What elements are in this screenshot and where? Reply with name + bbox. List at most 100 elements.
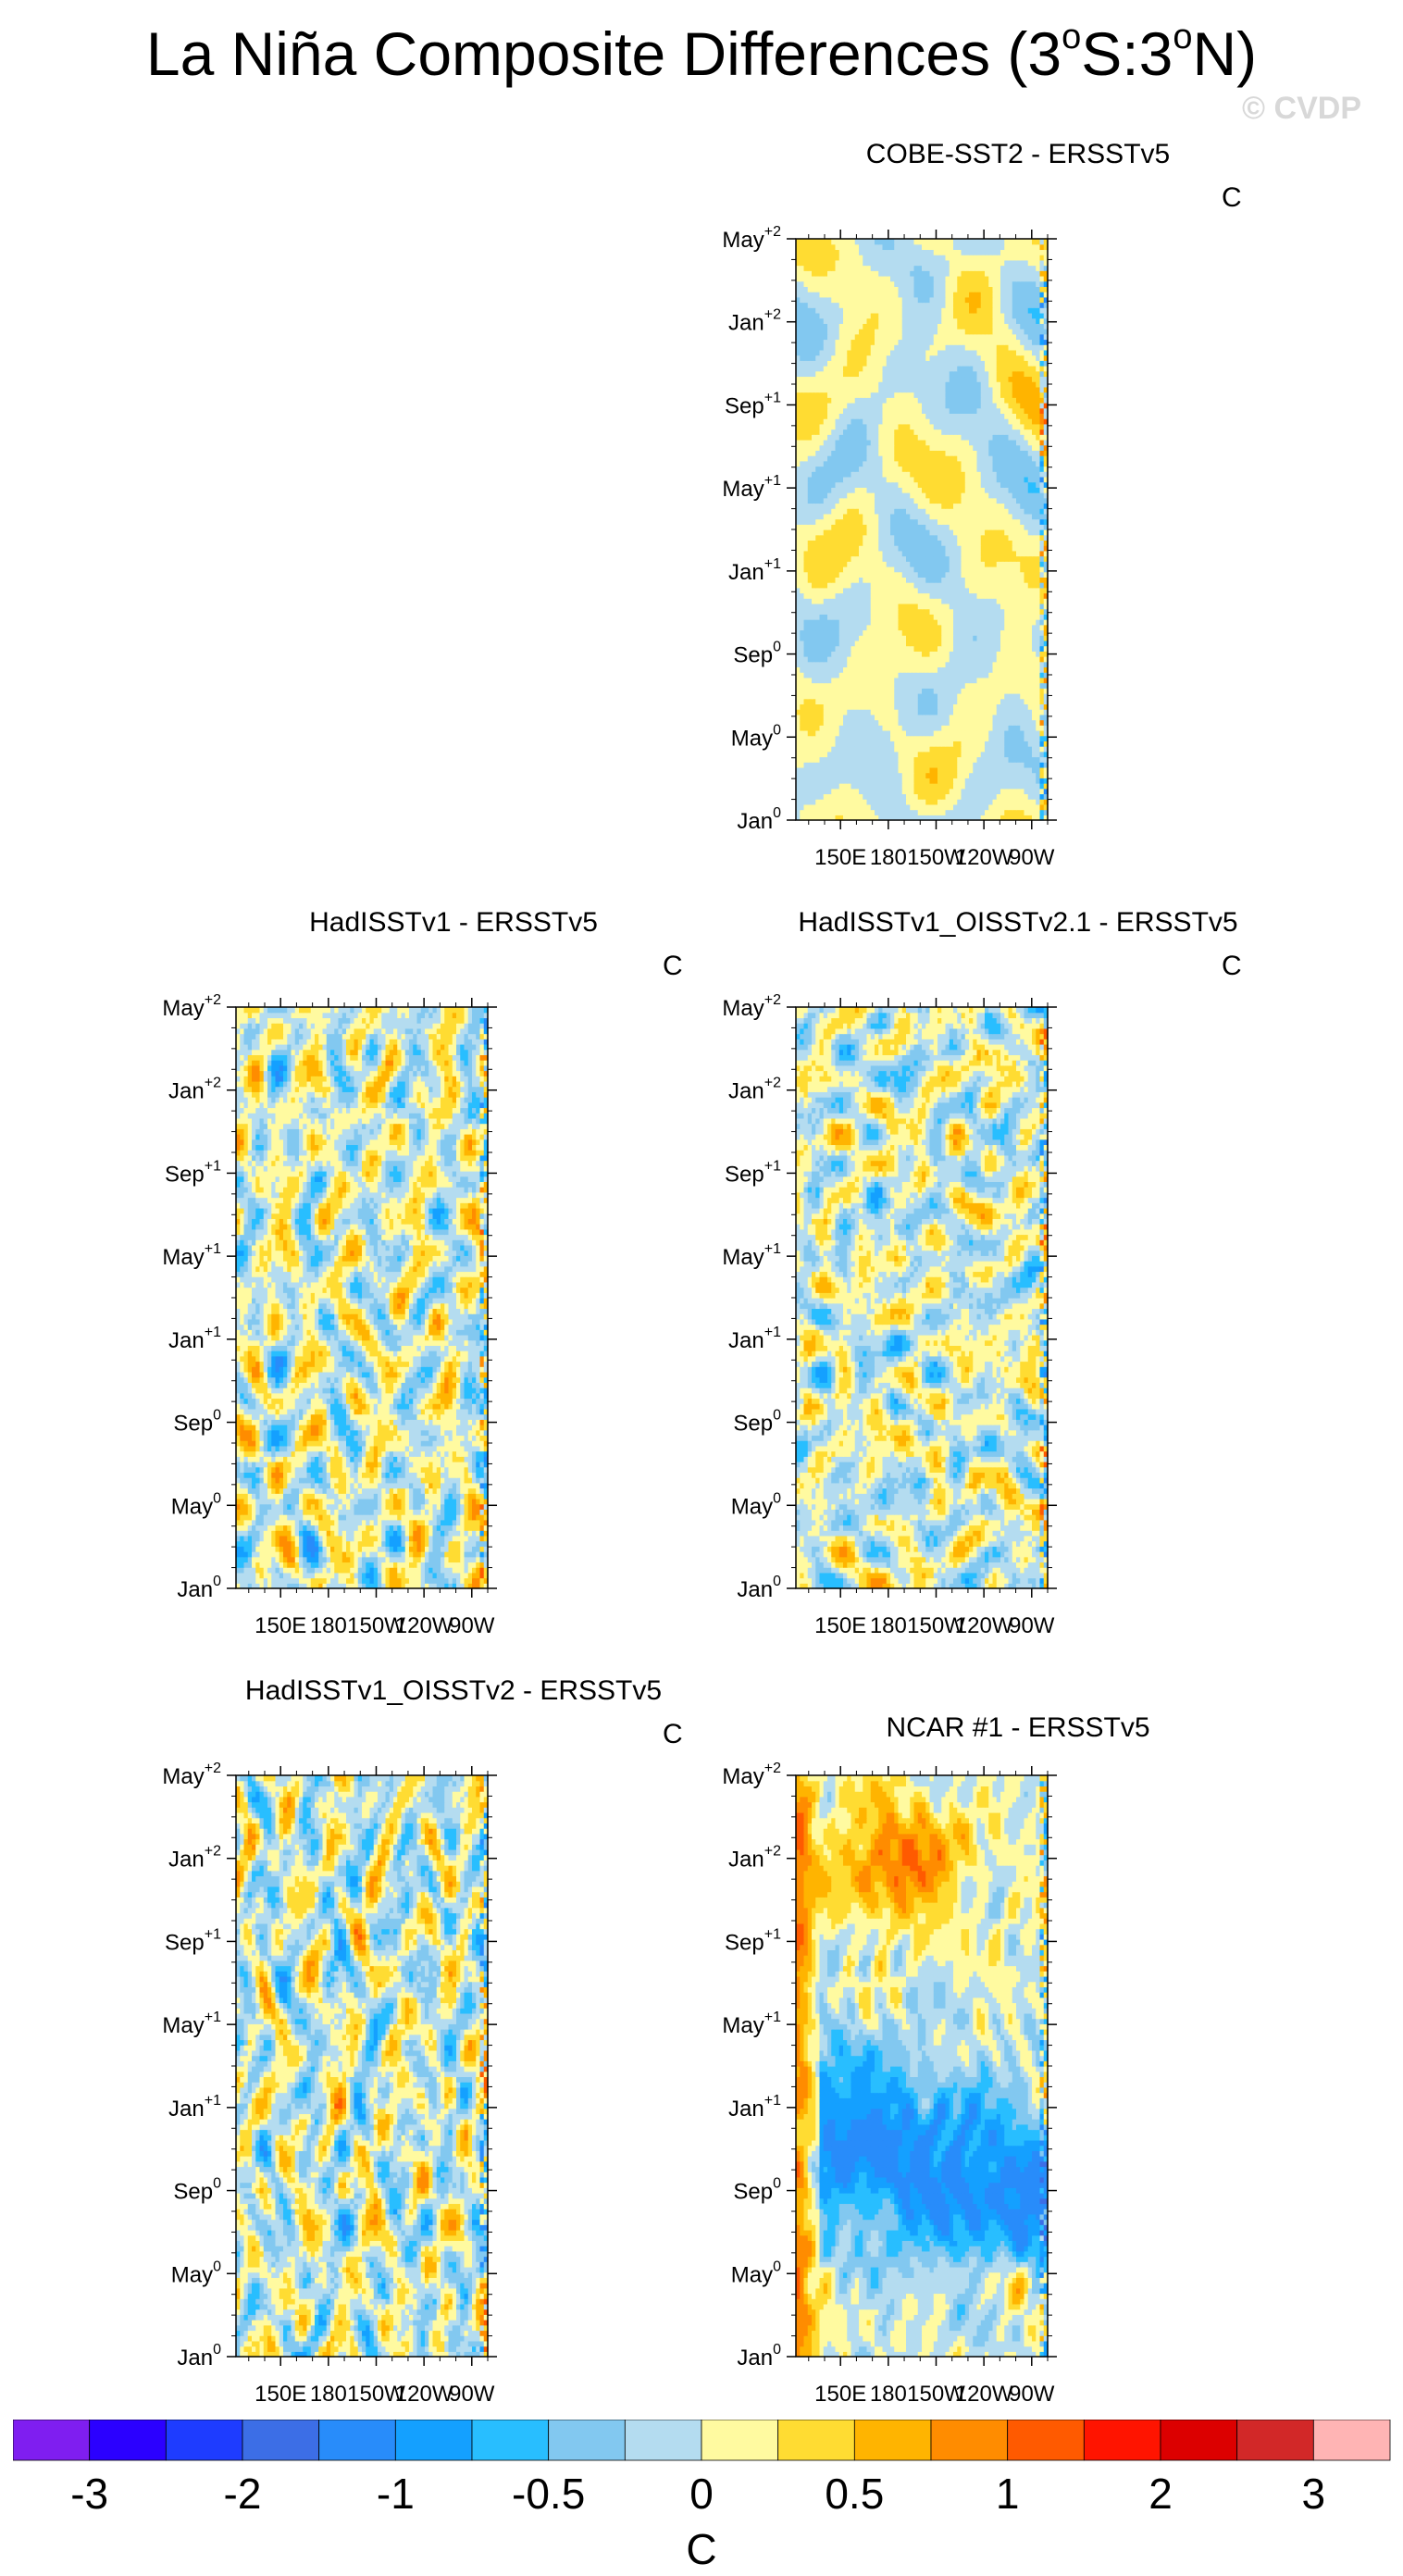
colorbar-box	[242, 2420, 320, 2461]
y-tick-label: May+1	[722, 473, 781, 502]
cvdp-watermark: © CVDP	[1242, 91, 1361, 127]
x-tick-label: 150W	[907, 1613, 965, 1638]
colorbar-box	[165, 2420, 243, 2461]
panel-units-hadisst: C	[663, 951, 683, 982]
main-title: La Niña Composite Differences (3oS:3oN)	[0, 18, 1403, 89]
y-tick-label: Sep0	[733, 640, 781, 668]
colorbar-box	[1007, 2420, 1085, 2461]
y-tick-label: May0	[731, 2259, 781, 2287]
heatmap-cells	[236, 1007, 489, 1589]
x-tick-label: 150E	[814, 845, 866, 870]
y-tick-label: May+1	[722, 2010, 781, 2038]
y-tick-label: Sep0	[733, 2176, 781, 2205]
x-tick-label: 120W	[955, 1613, 1013, 1638]
x-tick-label: 120W	[395, 1613, 453, 1638]
colorbar-box	[548, 2420, 626, 2461]
y-tick-label: May+2	[722, 992, 781, 1021]
y-tick-label: Jan+1	[728, 556, 781, 585]
y-tick-label: Jan+1	[168, 1325, 221, 1353]
y-tick-label: May+1	[162, 1241, 221, 1270]
y-tick-label: Jan+2	[168, 1844, 221, 1873]
y-tick-label: May0	[171, 1490, 221, 1519]
heatmap-panel-cobe: Jan0 May0 Sep0 Jan+1 May+1 Sep+1 Jan+2 May+2 150…	[722, 224, 1057, 870]
panel-title-oisstv2: HadISSTv1_OISSTv2 - ERSSTv5	[208, 1675, 699, 1707]
x-tick-label: 90W	[1009, 1613, 1055, 1638]
x-tick-label: 90W	[1009, 2382, 1055, 2407]
y-tick-label: Jan0	[737, 2342, 781, 2371]
colorbar-tick-label: -1	[377, 2470, 415, 2518]
y-tick-label: Jan0	[737, 1574, 781, 1602]
colorbar-box	[777, 2420, 855, 2461]
y-tick-label: Jan0	[737, 805, 781, 834]
y-tick-label: Sep0	[173, 2176, 221, 2205]
colorbar-tick-label: 2	[1148, 2470, 1173, 2518]
panel-units-oisstv21: C	[1222, 951, 1242, 982]
x-tick-label: 150E	[814, 1613, 866, 1638]
colorbar-tick-label: 0.5	[825, 2470, 884, 2518]
x-tick-label: 120W	[955, 845, 1013, 870]
x-tick-label: 120W	[955, 2382, 1013, 2407]
colorbar-box	[1236, 2420, 1314, 2461]
x-tick-label: 180	[310, 2382, 347, 2407]
x-tick-label: 90W	[1009, 845, 1055, 870]
colorbar-box	[1160, 2420, 1238, 2461]
y-tick-label: May+2	[722, 1761, 781, 1789]
x-tick-label: 180	[870, 2382, 907, 2407]
colorbar-box	[930, 2420, 1009, 2461]
colorbar-box	[701, 2420, 779, 2461]
panel-units-oisstv2: C	[663, 1719, 683, 1750]
y-tick-label: May+2	[162, 992, 221, 1021]
y-tick-label: May0	[731, 1490, 781, 1519]
y-tick-label: Sep0	[173, 1408, 221, 1437]
x-tick-label: 150W	[907, 2382, 965, 2407]
colorbar-tick-label: -2	[224, 2470, 262, 2518]
colorbar: -3 -2 -1 -0.5 0 0.5 1 2 3 C	[13, 2420, 1391, 2573]
panel-units-cobe: C	[1222, 182, 1242, 214]
y-tick-label: May+1	[162, 2010, 221, 2038]
x-tick-label: 90W	[449, 1613, 495, 1638]
panel-title-ncar: NCAR #1 - ERSSTv5	[791, 1712, 1245, 1744]
colorbar-box	[13, 2420, 91, 2461]
colorbar-tick-label: 0	[689, 2470, 714, 2518]
y-tick-label: Jan+2	[168, 1076, 221, 1104]
heatmap-panel-ncar: Jan0 May0 Sep0 Jan+1 May+1 Sep+1 Jan+2 May+2 150…	[722, 1761, 1057, 2407]
colorbar-box	[1083, 2420, 1161, 2461]
panel-title-cobe: COBE-SST2 - ERSSTv5	[791, 139, 1245, 170]
y-tick-label: May+2	[722, 224, 781, 253]
x-tick-label: 180	[870, 1613, 907, 1638]
colorbar-tick-label: -0.5	[512, 2470, 585, 2518]
heatmap-panel-oisstv21: Jan0 May0 Sep0 Jan+1 May+1 Sep+1 Jan+2 May+2 150…	[722, 992, 1057, 1638]
y-tick-label: Jan+2	[728, 307, 781, 336]
y-tick-label: Jan0	[177, 2342, 221, 2371]
colorbar-box	[853, 2420, 932, 2461]
x-tick-label: 150E	[255, 1613, 306, 1638]
y-tick-label: May0	[731, 722, 781, 751]
colorbar-tick-label: 3	[1302, 2470, 1326, 2518]
y-tick-label: Sep+1	[165, 1158, 221, 1187]
colorbar-box	[318, 2420, 396, 2461]
panel-title-oisstv21: HadISSTv1_OISSTv2.1 - ERSSTv5	[773, 907, 1263, 939]
y-tick-label: Jan+1	[168, 2093, 221, 2122]
heatmap-panel-oisstv2: Jan0 May0 Sep0 Jan+1 May+1 Sep+1 Jan+2 May+2 150…	[162, 1761, 497, 2407]
colorbar-box	[89, 2420, 167, 2461]
colorbar-tick-label: 1	[996, 2470, 1020, 2518]
x-tick-label: 150E	[814, 2382, 866, 2407]
colorbar-box	[624, 2420, 702, 2461]
y-tick-label: Jan+1	[728, 1325, 781, 1353]
y-tick-label: May+1	[722, 1241, 781, 1270]
x-tick-label: 120W	[395, 2382, 453, 2407]
y-tick-label: Jan+2	[728, 1076, 781, 1104]
y-tick-label: May0	[171, 2259, 221, 2287]
colorbar-tick-label: -3	[70, 2470, 108, 2518]
x-tick-label: 90W	[449, 2382, 495, 2407]
heatmap-panel-hadisst: Jan0 May0 Sep0 Jan+1 May+1 Sep+1 Jan+2 May+2 150…	[162, 992, 497, 1638]
y-tick-label: Sep+1	[165, 1926, 221, 1955]
y-tick-label: May+2	[162, 1761, 221, 1789]
y-tick-label: Jan+2	[728, 1844, 781, 1873]
heatmap-cells	[796, 1007, 1049, 1589]
colorbar-box	[394, 2420, 473, 2461]
x-tick-label: 150E	[255, 2382, 306, 2407]
x-tick-label: 150W	[347, 1613, 405, 1638]
heatmap-cells	[796, 1775, 1049, 2358]
heatmap-cells	[236, 1775, 489, 2358]
